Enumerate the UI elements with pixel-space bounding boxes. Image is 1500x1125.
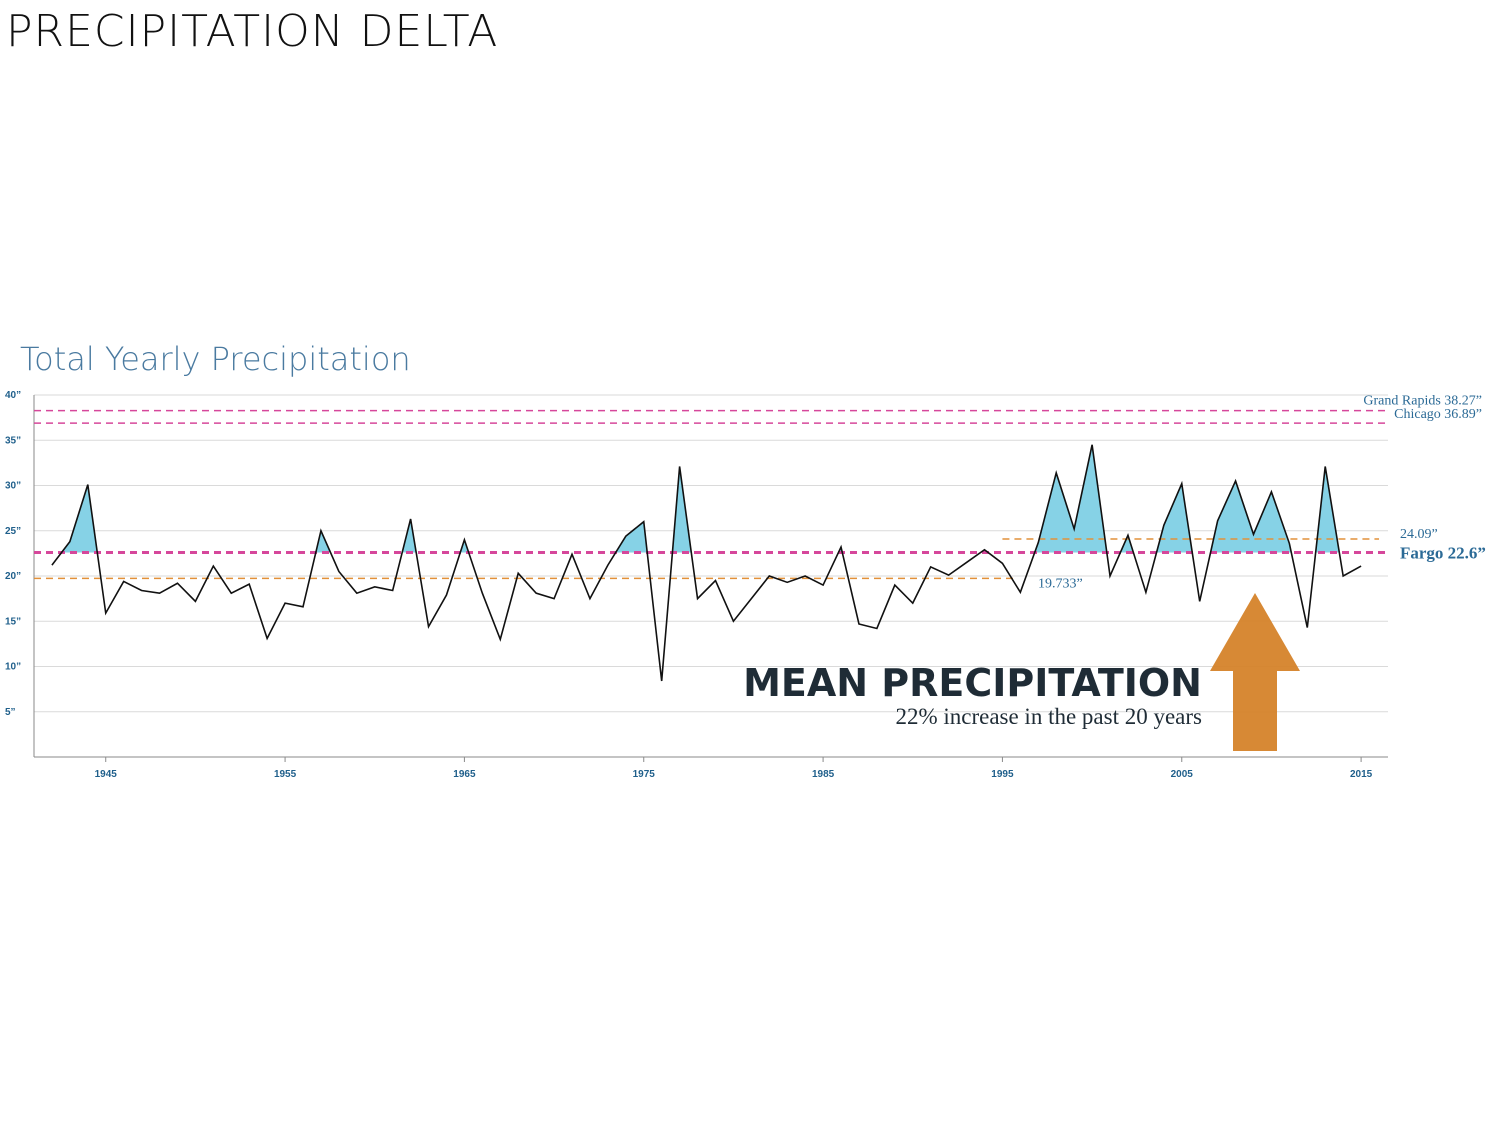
y-tick-label: 30”: [5, 481, 21, 492]
fargo-label: Fargo 22.6”: [1400, 543, 1486, 562]
chicago-label: Chicago 36.89”: [1394, 407, 1482, 422]
chart-title: Total Yearly Precipitation: [20, 340, 411, 378]
y-tick-label: 25”: [5, 526, 21, 537]
y-tick-label: 20”: [5, 571, 21, 582]
x-tick-label: 1995: [991, 769, 1014, 780]
page-title: PRECIPITATION DELTA: [6, 6, 499, 57]
above-fargo-fill: [61, 444, 1340, 553]
grand-rapids-label: Grand Rapids 38.27”: [1363, 394, 1482, 409]
x-tick-label: 1955: [274, 769, 297, 780]
annotation-headline: MEAN PRECIPITATION: [743, 661, 1202, 705]
y-tick-label: 10”: [5, 662, 21, 673]
annotation-subtext: 22% increase in the past 20 years: [895, 704, 1202, 729]
increase-arrow: [1210, 593, 1300, 751]
x-tick-label: 2015: [1350, 769, 1373, 780]
y-tick-label: 15”: [5, 616, 21, 627]
x-tick-label: 1945: [95, 769, 118, 780]
y-tick-label: 5”: [5, 707, 16, 718]
y-tick-label: 35”: [5, 435, 21, 446]
y-tick-label: 40”: [5, 390, 21, 401]
mean-recent-label: 24.09”: [1400, 527, 1438, 542]
x-tick-label: 1985: [812, 769, 835, 780]
x-tick-label: 1975: [633, 769, 656, 780]
x-tick-label: 1965: [453, 769, 476, 780]
mean-early-label: 19.733”: [1038, 576, 1083, 591]
precipitation-line: [51, 444, 1362, 682]
x-tick-label: 2005: [1171, 769, 1194, 780]
